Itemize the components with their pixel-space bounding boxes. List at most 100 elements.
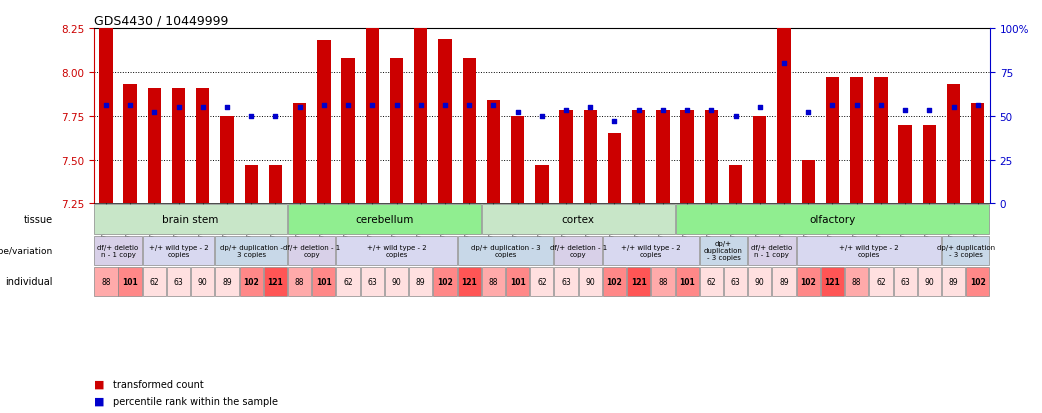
Bar [216, 267, 239, 297]
Text: 62: 62 [537, 277, 547, 286]
Point [437, 103, 453, 109]
Text: dp/+ duplication -
3 copies: dp/+ duplication - 3 copies [220, 244, 282, 257]
Bar [947, 85, 961, 204]
Text: df/+ deletion - 1
copy: df/+ deletion - 1 copy [283, 244, 341, 257]
Text: brain stem: brain stem [163, 215, 219, 225]
Text: cerebellum: cerebellum [355, 215, 414, 225]
Bar [191, 267, 215, 297]
Point [98, 103, 115, 109]
Bar [536, 166, 548, 204]
Bar [772, 267, 796, 297]
Bar [603, 236, 699, 265]
Bar [942, 267, 965, 297]
Point [630, 108, 647, 114]
Point [534, 113, 550, 120]
Text: +/+ wild type - 2
copies: +/+ wild type - 2 copies [367, 244, 426, 257]
Point [170, 104, 187, 111]
Point [486, 103, 502, 109]
Point [606, 119, 623, 125]
Text: 121: 121 [268, 277, 283, 286]
Bar [414, 29, 427, 204]
Bar [554, 267, 577, 297]
Bar [826, 78, 839, 204]
Point [654, 108, 671, 114]
Bar [923, 125, 936, 204]
Bar [898, 125, 912, 204]
Bar [457, 236, 553, 265]
Bar [288, 267, 312, 297]
Bar [893, 267, 917, 297]
Text: 89: 89 [949, 277, 959, 286]
Text: 88: 88 [852, 277, 862, 286]
Bar [966, 267, 990, 297]
Bar [675, 205, 990, 234]
Bar [167, 267, 191, 297]
Bar [481, 267, 505, 297]
Bar [603, 267, 626, 297]
Text: 90: 90 [586, 277, 595, 286]
Text: olfactory: olfactory [810, 215, 855, 225]
Bar [245, 166, 257, 204]
Text: 101: 101 [679, 277, 695, 286]
Text: 88: 88 [101, 277, 110, 286]
Bar [651, 267, 674, 297]
Bar [337, 267, 359, 297]
Point [340, 103, 356, 109]
Bar [506, 267, 529, 297]
Bar [748, 236, 796, 265]
Bar [240, 267, 263, 297]
Text: 62: 62 [343, 277, 353, 286]
Bar [288, 205, 480, 234]
Bar [869, 267, 893, 297]
Text: 102: 102 [970, 277, 986, 286]
Bar [554, 236, 602, 265]
Bar [143, 236, 215, 265]
Bar [361, 267, 383, 297]
Bar [439, 39, 451, 204]
Bar [384, 267, 408, 297]
Bar [99, 29, 113, 204]
Bar [119, 267, 142, 297]
Bar [748, 267, 771, 297]
Text: 63: 63 [730, 277, 741, 286]
Bar [433, 267, 456, 297]
Text: 102: 102 [606, 277, 622, 286]
Point [703, 108, 720, 114]
Text: 62: 62 [706, 277, 716, 286]
Bar [530, 267, 553, 297]
Text: df/+ deletio
n - 1 copy: df/+ deletio n - 1 copy [97, 244, 139, 257]
Bar [172, 88, 185, 204]
Point [921, 108, 938, 114]
Bar [680, 111, 694, 204]
Bar [313, 267, 336, 297]
Bar [942, 236, 990, 265]
Bar [845, 267, 868, 297]
Text: tissue: tissue [24, 215, 52, 225]
Text: percentile rank within the sample: percentile rank within the sample [113, 396, 277, 406]
Point [122, 103, 139, 109]
Bar [264, 267, 287, 297]
Text: +/+ wild type - 2
copies: +/+ wild type - 2 copies [839, 244, 898, 257]
Text: 63: 63 [368, 277, 377, 286]
Text: 89: 89 [222, 277, 231, 286]
Point [800, 109, 817, 116]
Bar [293, 104, 306, 204]
Bar [216, 236, 287, 265]
Text: cortex: cortex [562, 215, 595, 225]
Bar [317, 41, 330, 204]
Bar [797, 236, 941, 265]
Bar [971, 104, 985, 204]
Bar [874, 78, 888, 204]
Point [897, 108, 914, 114]
Bar [632, 111, 645, 204]
Text: dp/+ duplication - 3
copies: dp/+ duplication - 3 copies [471, 244, 541, 257]
Bar [511, 116, 524, 204]
Text: +/+ wild type - 2
copies: +/+ wild type - 2 copies [621, 244, 680, 257]
Text: transformed count: transformed count [113, 379, 203, 389]
Bar [143, 267, 166, 297]
Point [461, 103, 477, 109]
Text: genotype/variation: genotype/variation [0, 246, 52, 255]
Point [267, 113, 283, 120]
Bar [94, 205, 287, 234]
Text: 88: 88 [295, 277, 304, 286]
